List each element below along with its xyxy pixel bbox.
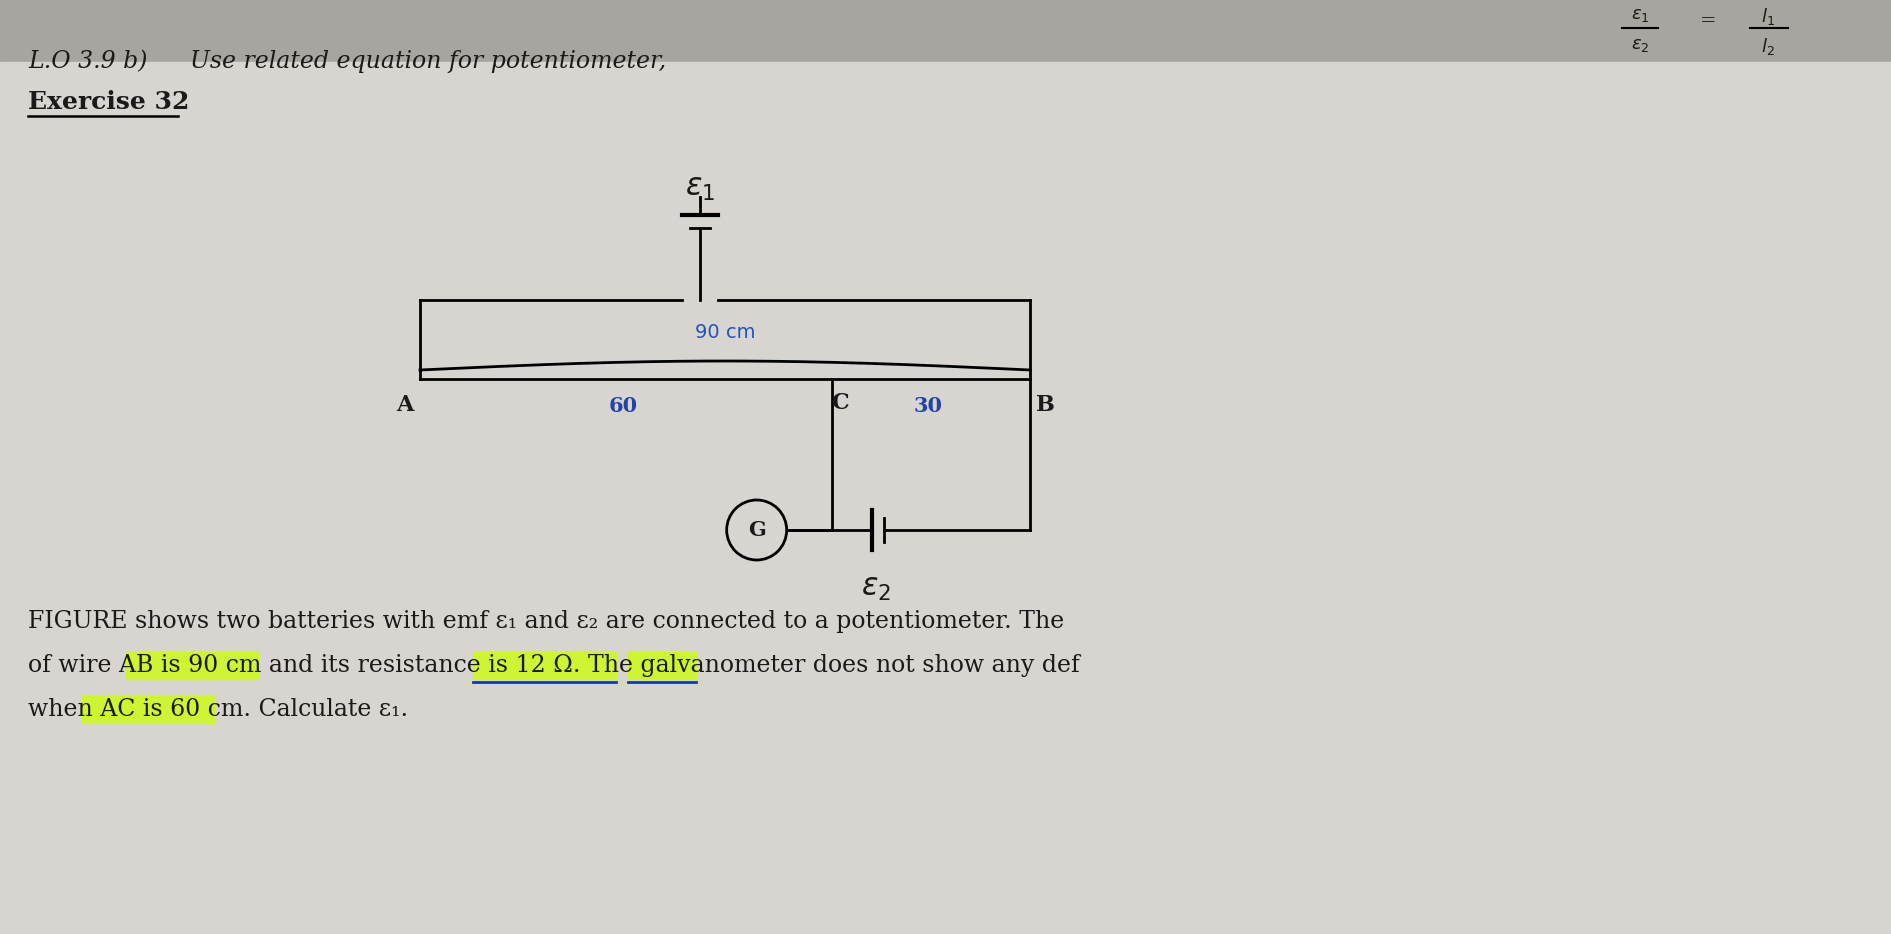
- Bar: [0, 0, 1891, 62]
- Bar: [127, 652, 257, 679]
- Text: C: C: [830, 392, 849, 414]
- Text: when AC is 60 cm. Calculate ε₁.: when AC is 60 cm. Calculate ε₁.: [28, 698, 408, 721]
- Text: $\varepsilon_1$: $\varepsilon_1$: [685, 172, 715, 203]
- Text: $\varepsilon_2$: $\varepsilon_2$: [860, 572, 891, 603]
- Text: 30: 30: [913, 396, 944, 416]
- Text: G: G: [747, 520, 766, 540]
- Text: 90 cm: 90 cm: [694, 323, 755, 342]
- Text: A: A: [397, 394, 414, 416]
- Text: L.O 3.9 b): L.O 3.9 b): [28, 50, 147, 73]
- Text: Use related equation for potentiometer,: Use related equation for potentiometer,: [189, 50, 666, 73]
- Text: Exercise 32: Exercise 32: [28, 90, 189, 114]
- Text: FIGURE shows two batteries with emf ε₁ and ε₂ are connected to a potentiometer. : FIGURE shows two batteries with emf ε₁ a…: [28, 610, 1065, 633]
- Bar: [81, 696, 214, 723]
- Text: B: B: [1036, 394, 1055, 416]
- Text: 60: 60: [609, 396, 637, 416]
- Text: $\varepsilon_1$: $\varepsilon_1$: [1630, 6, 1649, 24]
- Text: $\varepsilon_2$: $\varepsilon_2$: [1630, 36, 1649, 54]
- Bar: [473, 652, 616, 679]
- Bar: [628, 652, 696, 679]
- Text: $l_1$: $l_1$: [1761, 6, 1776, 27]
- Text: of wire AB is 90 cm and its resistance is 12 Ω. The galvanometer does not show a: of wire AB is 90 cm and its resistance i…: [28, 654, 1080, 677]
- Text: =: =: [1700, 12, 1717, 30]
- Text: $l_2$: $l_2$: [1761, 36, 1776, 57]
